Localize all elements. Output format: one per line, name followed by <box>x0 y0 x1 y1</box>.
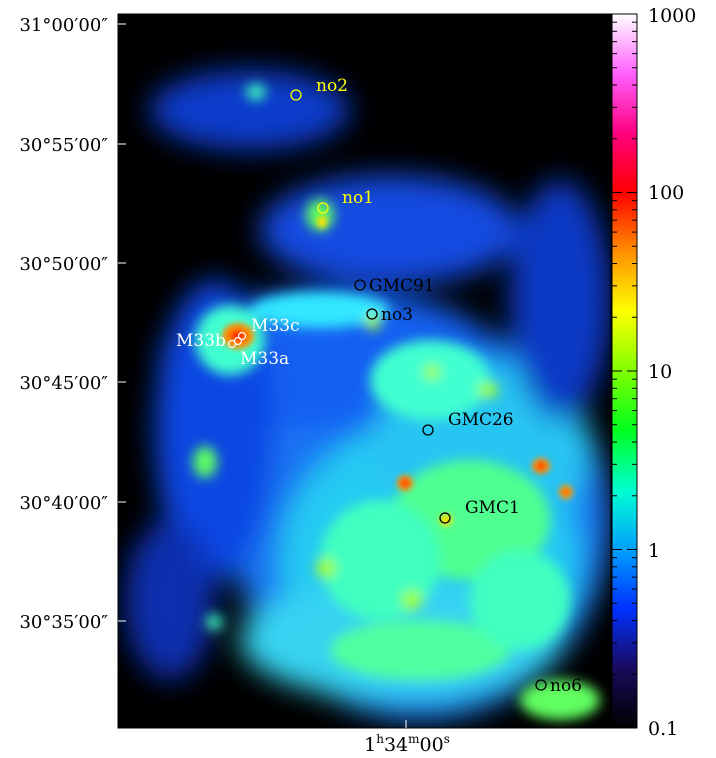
marker-gmc1 <box>439 512 451 524</box>
colorbar-tick-label: 1000 <box>648 5 696 27</box>
y-axis: 31°00′00″ 30°55′00″ 30°50′00″ 30°45′00″ … <box>19 15 126 633</box>
y-tick-label: 31°00′00″ <box>19 15 108 36</box>
colorbar-tick-label: 1 <box>648 540 660 562</box>
marker-label-m33c: M33c <box>251 316 300 336</box>
marker-no6 <box>535 679 547 691</box>
marker-label-no2: no2 <box>316 76 348 96</box>
marker-label-m33a: M33a <box>240 349 289 369</box>
marker-label-no6: no6 <box>550 676 582 696</box>
marker-label-no1: no1 <box>342 188 374 208</box>
intensity-map <box>118 14 611 728</box>
marker-no3 <box>366 308 378 320</box>
marker-gmc91 <box>354 279 366 291</box>
marker-gmc26 <box>422 424 434 436</box>
marker-no2 <box>290 89 302 101</box>
marker-label-gmc91: GMC91 <box>369 276 435 296</box>
y-tick-label: 30°40′00″ <box>19 493 108 514</box>
marker-label-gmc1: GMC1 <box>465 498 520 518</box>
x-tick-label: 1h34m00s <box>364 732 450 756</box>
marker-m33a <box>233 336 243 346</box>
image-frame <box>117 13 612 729</box>
y-tick-label: 30°50′00″ <box>19 254 108 275</box>
marker-no1 <box>317 202 329 214</box>
colorbar: 1000 100 10 1 0.1 <box>611 5 696 740</box>
marker-m33c <box>237 331 247 341</box>
source-markers: no2 no1 GMC91 no3 M33c M33b M33a GMC26 G… <box>176 76 582 696</box>
colorbar-tick-label: 100 <box>648 182 684 204</box>
colorbar-tick-label: 0.1 <box>648 718 678 740</box>
colorbar-ticks <box>612 21 637 729</box>
x-axis: 1h34m00s <box>364 720 450 756</box>
marker-label-m33b: M33b <box>176 331 226 351</box>
marker-label-gmc26: GMC26 <box>448 410 514 430</box>
y-tick-label: 30°35′00″ <box>19 612 108 633</box>
y-tick-label: 30°55′00″ <box>19 135 108 156</box>
y-tick-label: 30°45′00″ <box>19 373 108 394</box>
colorbar-tick-label: 10 <box>648 361 672 383</box>
marker-label-no3: no3 <box>381 305 413 325</box>
